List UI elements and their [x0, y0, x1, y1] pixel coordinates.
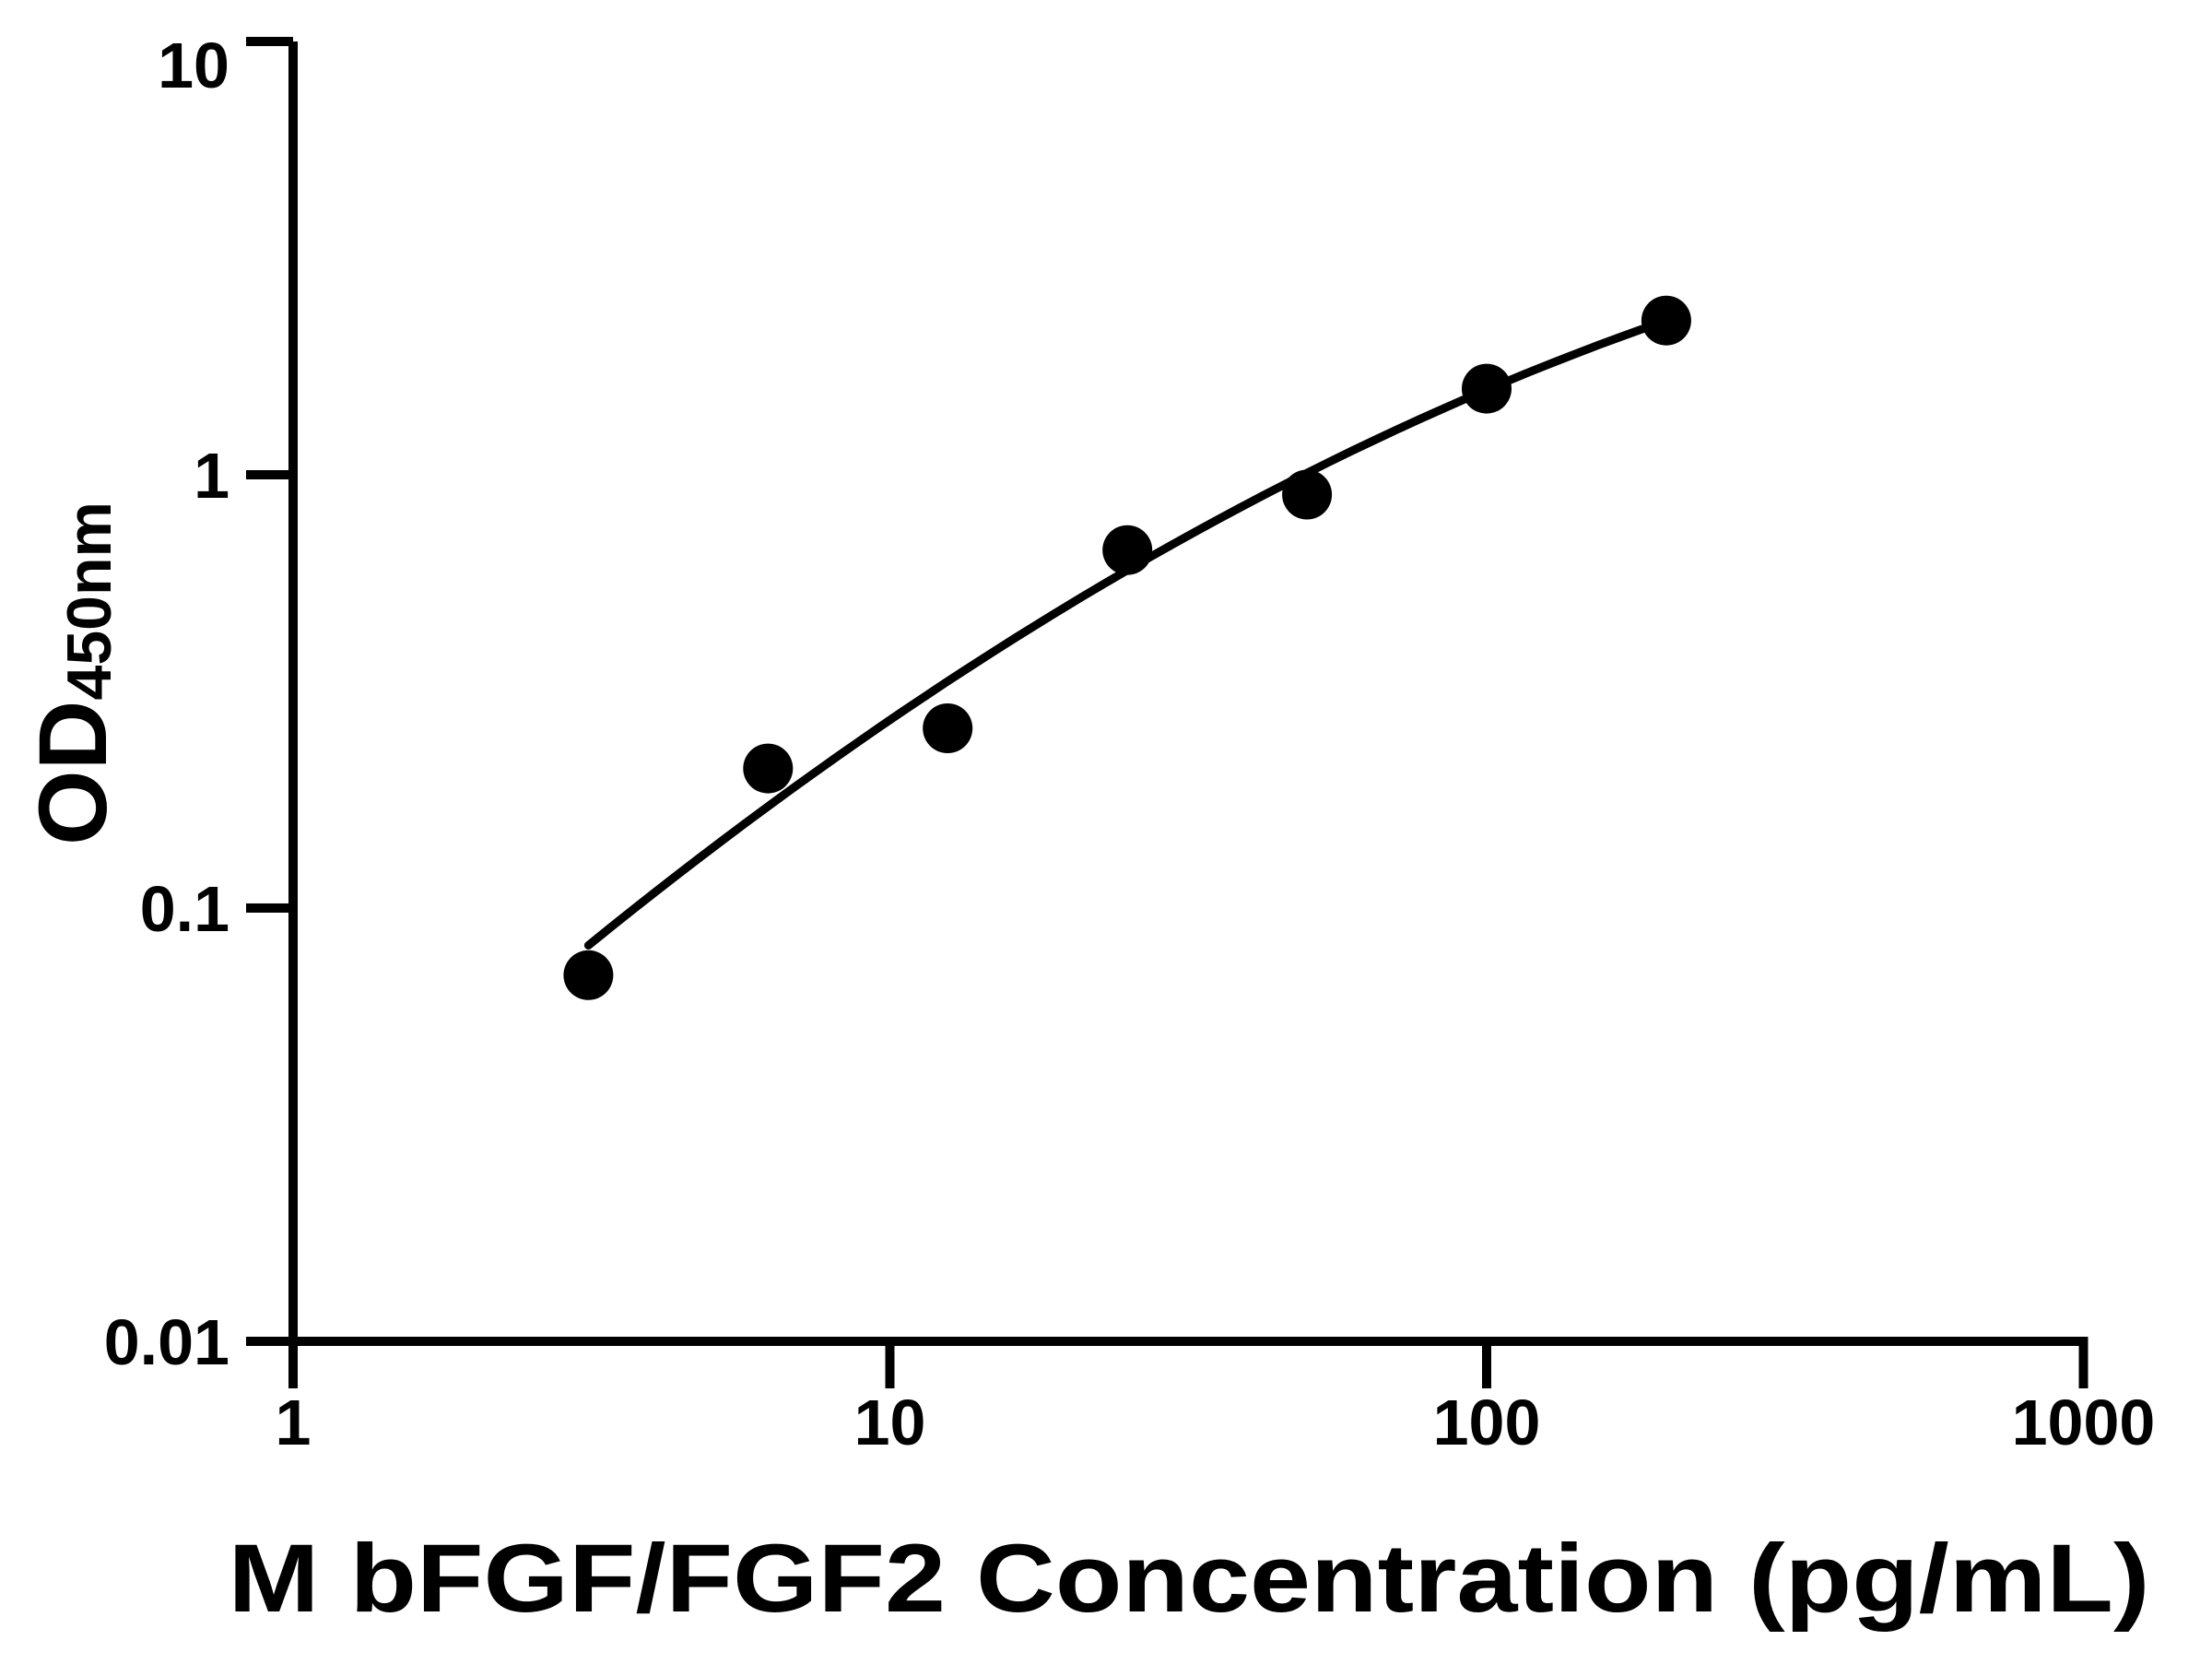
- data-point: [1282, 469, 1333, 520]
- x-tick-label: 100: [1433, 1387, 1541, 1458]
- data-point: [1641, 295, 1691, 346]
- y-tick-label: 0.1: [140, 873, 229, 945]
- y-axis-title-main: OD: [19, 701, 127, 846]
- data-point: [1462, 363, 1512, 414]
- data-point: [563, 950, 614, 1000]
- y-axis-title: OD450nm: [19, 502, 127, 845]
- x-tick-label: 10: [854, 1387, 926, 1458]
- data-point: [923, 703, 973, 753]
- x-tick-label: 1: [276, 1387, 312, 1458]
- fit-curve-line: [583, 316, 1671, 950]
- y-axis-title-sub: 450nm: [54, 502, 124, 700]
- y-tick-label: 10: [158, 30, 229, 101]
- data-point: [1102, 525, 1153, 575]
- x-tick-label: 1000: [2012, 1387, 2156, 1458]
- data-point: [743, 743, 794, 794]
- y-tick-label: 1: [194, 440, 229, 512]
- y-tick-label: 0.01: [104, 1306, 229, 1378]
- x-axis-title: M bFGF/FGF2 Concentration (pg/mL): [229, 1525, 2150, 1633]
- plot-area: 1 10 100 1000 10 1 0.1 0.01: [104, 30, 2156, 1458]
